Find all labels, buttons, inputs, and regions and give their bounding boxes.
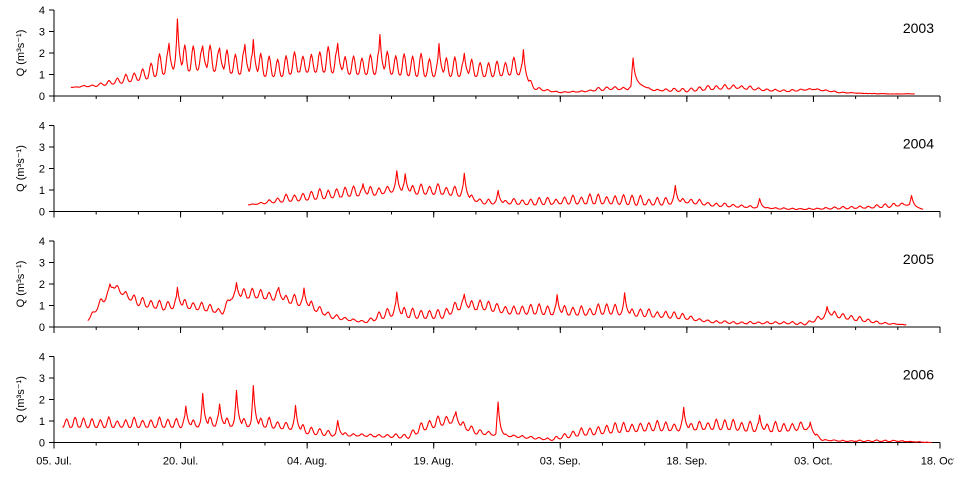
y-tick-label: 3 (39, 27, 45, 39)
year-label: 2005 (903, 251, 934, 267)
discharge-series-line (248, 170, 924, 211)
y-tick-label: 2 (39, 164, 45, 176)
y-tick-label: 4 (39, 236, 45, 248)
year-label: 2003 (903, 20, 934, 36)
y-tick-label: 3 (39, 258, 45, 270)
y-tick-label: 0 (39, 322, 45, 334)
discharge-series-line (87, 281, 907, 326)
x-tick-label: 18. Oct. (921, 456, 954, 468)
x-tick-label: 18. Sep. (666, 456, 707, 468)
y-tick-label: 0 (39, 207, 45, 219)
y-tick-label: 2 (39, 395, 45, 407)
y-axis-title: Q (m³s⁻¹) (15, 145, 27, 192)
x-tick-label: 04. Aug. (287, 456, 327, 468)
y-tick-label: 4 (39, 121, 45, 133)
y-tick-label: 4 (39, 352, 45, 364)
y-tick-label: 0 (39, 91, 45, 103)
y-tick-label: 1 (39, 70, 45, 82)
y-tick-label: 1 (39, 301, 45, 313)
panel-2003: 0 1 2 3 4 Q (m³s⁻¹) 2003 (15, 5, 941, 103)
y-tick-label: 1 (39, 185, 45, 197)
x-tick-label: 05. Jul. (36, 456, 71, 468)
y-tick-label: 2 (39, 279, 45, 291)
y-axis-title: Q (m³s⁻¹) (15, 261, 27, 308)
panel-2005: 0 1 2 3 4 Q (m³s⁻¹) 2005 (15, 236, 941, 334)
y-axis-title: Q (m³s⁻¹) (15, 30, 27, 77)
y-tick-label: 3 (39, 142, 45, 154)
year-label: 2006 (903, 367, 934, 383)
x-tick-label: 19. Aug. (414, 456, 454, 468)
discharge-series-line (62, 385, 932, 444)
y-tick-label: 1 (39, 416, 45, 428)
x-tick-label: 03. Oct. (794, 456, 833, 468)
y-tick-label: 2 (39, 48, 45, 60)
y-tick-label: 0 (39, 438, 45, 450)
y-tick-label: 4 (39, 5, 45, 17)
y-tick-label: 3 (39, 373, 45, 385)
panel-2006: 0 1 2 3 4 Q (m³s⁻¹) 05. Jul. 20. Jul. 04. Aug. 19… (15, 352, 954, 468)
discharge-series-line (70, 18, 915, 95)
x-tick-label: 20. Jul. (163, 456, 198, 468)
y-axis-title: Q (m³s⁻¹) (15, 376, 27, 423)
panel-2004: 0 1 2 3 4 Q (m³s⁻¹) 2004 (15, 121, 941, 219)
x-tick-label: 03. Sep. (540, 456, 581, 468)
year-label: 2004 (903, 136, 934, 152)
